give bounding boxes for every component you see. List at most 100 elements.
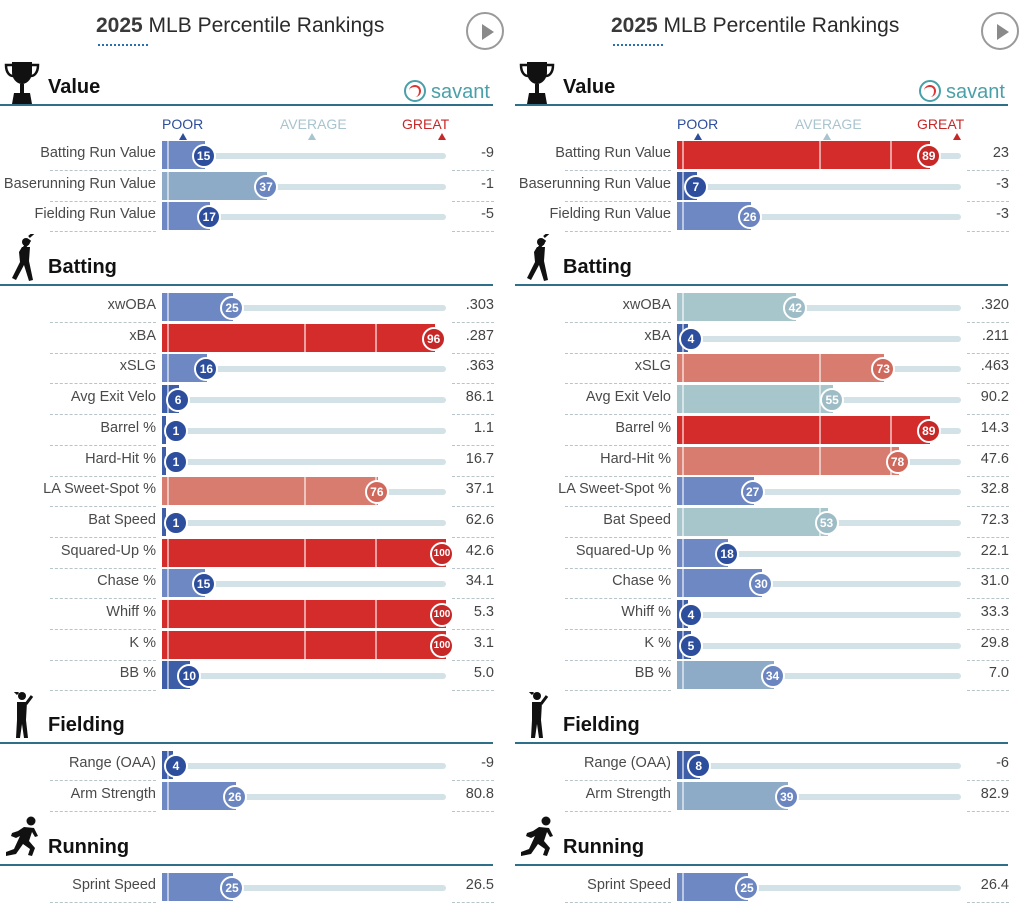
metric-row-arm-strength[interactable]: Arm Strength 26 80.8 — [0, 781, 500, 812]
percentile-panel-right: 2025 MLB Percentile Rankings POOR AVERAGE G… — [515, 0, 1019, 911]
percentile-bar — [677, 507, 828, 536]
row-divider — [565, 780, 671, 781]
metric-row-chase[interactable]: Chase % 30 31.0 — [515, 568, 1015, 600]
bar-gridline — [682, 751, 684, 779]
metric-row-xslg[interactable]: xSLG 73 .463 — [515, 353, 1015, 385]
percentile-bubble: 1 — [164, 510, 188, 535]
metric-row-range-oaa[interactable]: Range (OAA) 4 -9 — [0, 750, 500, 781]
metric-row-avg-exit-velo[interactable]: Avg Exit Velo 6 86.1 — [0, 384, 500, 416]
value-divider — [452, 810, 494, 812]
bar-gridline — [890, 141, 892, 169]
metric-row-la-sweet-spot[interactable]: LA Sweet-Spot % 27 32.8 — [515, 476, 1015, 508]
percentile-bubble: 89 — [916, 144, 941, 168]
percentile-bubble: 4 — [679, 603, 703, 627]
metric-row-sprint-speed[interactable]: Sprint Speed 25 26.5 — [0, 872, 500, 903]
percentile-bubble: 26 — [737, 205, 762, 230]
metric-row-bat-speed[interactable]: Bat Speed 1 62.6 — [0, 507, 500, 538]
metric-row-xwoba[interactable]: xwOBA 25 .303 — [0, 292, 500, 323]
metric-row-whiff[interactable]: Whiff % 100 5.3 — [0, 599, 500, 630]
bar-gridline — [167, 630, 169, 659]
metric-row-bb[interactable]: BB % 34 7.0 — [515, 660, 1015, 692]
metric-label: xSLG — [634, 358, 671, 375]
metric-row-barrel[interactable]: Barrel % 1 1.1 — [0, 415, 500, 446]
metric-row-sprint-speed[interactable]: Sprint Speed 25 26.4 — [515, 872, 1015, 903]
metric-row-range-oaa[interactable]: Range (OAA) 8 -6 — [515, 750, 1015, 781]
metric-row-la-sweet-spot[interactable]: LA Sweet-Spot % 76 37.1 — [0, 476, 500, 508]
title-underline — [613, 44, 663, 46]
metric-row-batting-run-value[interactable]: Batting Run Value 15 -9 — [0, 140, 500, 171]
metric-row-baserunning-run-value[interactable]: Baserunning Run Value 37 -1 — [0, 171, 500, 202]
batter-icon — [2, 229, 42, 284]
metric-value: 47.6 — [980, 450, 1009, 467]
metric-row-squared-up[interactable]: Squared-Up % 100 42.6 — [0, 538, 500, 569]
percentile-track — [162, 673, 446, 680]
metric-row-k[interactable]: K % 100 3.1 — [0, 630, 500, 661]
metric-row-bat-speed[interactable]: Bat Speed 53 72.3 — [515, 507, 1015, 538]
percentile-bubble: 17 — [197, 205, 222, 230]
row-divider — [50, 629, 156, 630]
metric-row-avg-exit-velo[interactable]: Avg Exit Velo 55 90.2 — [515, 384, 1015, 416]
metric-row-hard-hit[interactable]: Hard-Hit % 1 16.7 — [0, 446, 500, 477]
savant-logo[interactable]: savant — [404, 76, 490, 104]
bar-gridline — [304, 323, 306, 352]
play-button[interactable] — [466, 12, 504, 50]
savant-logo[interactable]: savant — [919, 76, 1005, 104]
row-divider — [565, 598, 671, 600]
metric-label: Bat Speed — [88, 511, 156, 528]
bar-gridline — [167, 477, 169, 506]
row-divider — [50, 780, 156, 781]
section-divider — [515, 742, 1008, 744]
value-divider — [967, 170, 1009, 171]
metric-row-barrel[interactable]: Barrel % 89 14.3 — [515, 415, 1015, 446]
metric-row-xwoba[interactable]: xwOBA 42 .320 — [515, 292, 1015, 323]
metric-value: 80.8 — [465, 785, 494, 802]
bar-gridline — [819, 354, 821, 383]
value-divider — [967, 810, 1009, 812]
play-button[interactable] — [981, 12, 1019, 50]
bar-gridline — [167, 661, 169, 690]
row-divider — [50, 231, 156, 233]
metric-row-xba[interactable]: xBA 4 .211 — [515, 323, 1015, 354]
metric-row-xba[interactable]: xBA 96 .287 — [0, 323, 500, 354]
section-title: Batting — [48, 256, 117, 278]
scale-poor-marker — [179, 133, 187, 140]
title-year: 2025 — [611, 14, 658, 37]
metric-row-xslg[interactable]: xSLG 16 .363 — [0, 353, 500, 385]
bar-gridline — [167, 202, 169, 231]
metric-label: Avg Exit Velo — [585, 389, 671, 406]
percentile-track — [162, 305, 446, 311]
metric-row-fielding-run-value[interactable]: Fielding Run Value 17 -5 — [0, 201, 500, 233]
metric-value: 14.3 — [980, 419, 1009, 436]
scale-great-marker — [953, 133, 961, 140]
value-divider — [967, 414, 1009, 416]
metric-row-chase[interactable]: Chase % 15 34.1 — [0, 568, 500, 600]
metric-row-k[interactable]: K % 5 29.8 — [515, 630, 1015, 661]
metric-row-arm-strength[interactable]: Arm Strength 39 82.9 — [515, 781, 1015, 812]
metric-value: 5.3 — [473, 604, 494, 620]
row-divider — [565, 200, 671, 202]
bar-gridline — [682, 873, 684, 901]
percentile-bubble: 73 — [871, 357, 896, 382]
metric-row-whiff[interactable]: Whiff % 4 33.3 — [515, 599, 1015, 630]
title-underline — [98, 44, 148, 46]
metric-row-batting-run-value[interactable]: Batting Run Value 89 23 — [515, 140, 1015, 171]
bar-gridline — [682, 354, 684, 383]
metric-row-hard-hit[interactable]: Hard-Hit % 78 47.6 — [515, 446, 1015, 477]
metric-row-bb[interactable]: BB % 10 5.0 — [0, 660, 500, 692]
value-divider — [452, 690, 494, 692]
section-fielding: Fielding — [515, 688, 1008, 744]
row-divider — [50, 414, 156, 416]
metric-label: Hard-Hit % — [85, 450, 156, 467]
percentile-bubble: 53 — [814, 510, 839, 535]
bar-gridline — [375, 538, 377, 567]
row-divider — [565, 567, 671, 569]
bar-gridline — [682, 477, 684, 506]
metric-row-baserunning-run-value[interactable]: Baserunning Run Value 7 -3 — [515, 171, 1015, 202]
metric-value: 22.1 — [980, 542, 1009, 559]
row-divider — [565, 690, 671, 692]
metric-value: -1 — [481, 175, 494, 192]
metric-row-squared-up[interactable]: Squared-Up % 18 22.1 — [515, 538, 1015, 569]
metric-value: .363 — [465, 358, 494, 375]
percentile-track — [162, 397, 446, 404]
metric-row-fielding-run-value[interactable]: Fielding Run Value 26 -3 — [515, 201, 1015, 233]
